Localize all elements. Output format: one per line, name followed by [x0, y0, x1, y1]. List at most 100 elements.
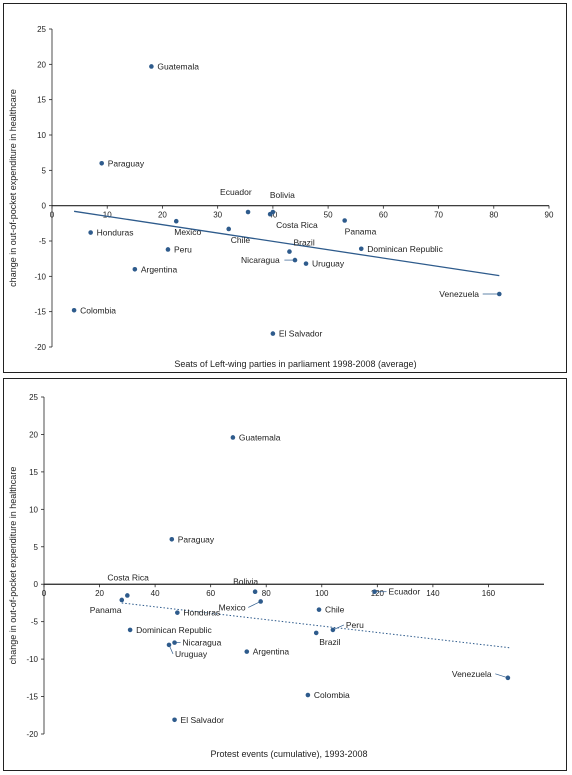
y-tick-label: 10 — [37, 131, 46, 140]
data-point-label: Honduras — [183, 608, 220, 618]
data-point — [505, 675, 511, 681]
data-point-label: Colombia — [80, 305, 116, 315]
x-tick-label: 10 — [103, 211, 112, 220]
y-tick-label: 20 — [29, 430, 38, 439]
data-point — [252, 589, 258, 595]
data-point-label: Guatemala — [239, 432, 281, 442]
x-tick-label: 40 — [151, 589, 160, 598]
data-point-label: Bolivia — [233, 577, 258, 587]
data-point-label: Mexico — [219, 602, 246, 612]
y-tick-label: -10 — [34, 272, 46, 281]
data-point — [245, 209, 251, 215]
y-tick-label: 15 — [29, 468, 38, 477]
y-tick-label: 5 — [42, 166, 47, 175]
data-point — [313, 630, 319, 636]
x-tick-label: 50 — [324, 211, 333, 220]
data-point-label: Paraguay — [178, 534, 215, 544]
y-tick-label: 25 — [29, 393, 38, 402]
data-point-label: Panama — [90, 605, 122, 615]
data-point — [316, 607, 322, 612]
data-point — [258, 599, 263, 604]
data-point-label: Uruguay — [312, 259, 345, 269]
y-axis-title: change in out-of-pocket expenditure in h… — [8, 467, 18, 665]
chart-panel-protests: 25 20 15 10 5 0 -5 -10 -15 -20 0 20 40 60 80 100 120 140 1… — [3, 378, 567, 771]
trendline — [73, 210, 500, 277]
y-tick-label: 0 — [34, 580, 39, 589]
data-point — [165, 247, 171, 252]
x-tick-label: 140 — [426, 589, 440, 598]
data-point-label: El Salvador — [181, 715, 225, 725]
data-point — [342, 218, 347, 223]
data-point — [270, 331, 276, 336]
data-point — [287, 249, 292, 254]
data-point — [173, 218, 179, 224]
data-point — [303, 261, 309, 266]
y-tick-label: -15 — [26, 693, 38, 702]
x-tick-label: 40 — [268, 211, 277, 220]
data-point — [358, 246, 364, 252]
x-tick-label: 80 — [262, 589, 271, 598]
x-axis-title: Protest events (cumulative), 1993-2008 — [210, 749, 367, 759]
data-point — [244, 649, 250, 654]
data-point — [226, 226, 232, 232]
trendline — [121, 602, 511, 649]
y-tick-label: 0 — [42, 202, 47, 211]
x-tick-label: 120 — [371, 589, 385, 598]
data-point — [305, 692, 311, 698]
data-point-label: Uruguay — [175, 649, 208, 659]
x-tick-label: 160 — [482, 589, 496, 598]
data-point — [172, 640, 177, 645]
data-point-label: Dominican Republic — [367, 244, 443, 254]
y-tick-label: -20 — [26, 730, 38, 739]
y-tick-label: 25 — [37, 25, 46, 34]
scatter-chart-protests: 25 20 15 10 5 0 -5 -10 -15 -20 0 20 40 60 80 100 120 140 1… — [8, 393, 544, 759]
y-tick-label: 5 — [34, 543, 39, 552]
y-axis-title: change in out-of-pocket expenditure in h… — [8, 89, 18, 287]
data-point-label: Costa Rica — [276, 220, 318, 230]
data-point — [149, 64, 154, 69]
y-tick-label: -5 — [31, 618, 39, 627]
x-tick-label: 0 — [42, 589, 47, 598]
x-tick-label: 0 — [50, 211, 55, 220]
y-tick-label: 20 — [37, 60, 46, 69]
data-point-label: Panama — [345, 227, 377, 237]
data-point — [71, 307, 77, 313]
data-point — [175, 610, 180, 615]
x-tick-label: 20 — [95, 589, 104, 598]
data-point — [372, 589, 377, 595]
data-point-label: Venezuela — [439, 289, 479, 299]
x-tick-label: 90 — [545, 211, 554, 220]
data-point-label: Dominican Republic — [136, 625, 212, 635]
x-tick-label: 70 — [434, 211, 443, 220]
x-tick-label: 20 — [158, 211, 167, 220]
data-point-label: Argentina — [141, 264, 178, 274]
data-point-label: Mexico — [174, 227, 201, 237]
data-point-label: Brazil — [293, 238, 314, 248]
data-point — [99, 160, 104, 166]
data-point — [125, 593, 130, 598]
data-point — [230, 435, 236, 440]
data-point-label: Chile — [231, 235, 251, 245]
data-point — [172, 717, 177, 723]
data-point — [119, 597, 125, 603]
data-point — [127, 627, 133, 633]
data-point-label: Peru — [174, 244, 192, 254]
x-tick-label: 100 — [315, 589, 329, 598]
data-point — [132, 266, 138, 272]
data-point-label: Costa Rica — [107, 572, 149, 582]
data-point — [88, 230, 93, 235]
x-tick-label: 30 — [213, 211, 222, 220]
chart-panel-seats: 25 20 15 10 5 0 -5 -10 -15 -20 0 10 20 30 40 50 60 70 80 90… — [3, 3, 567, 373]
y-tick-label: -10 — [26, 655, 38, 664]
data-point-label: Ecuador — [220, 187, 252, 197]
data-point-label: Peru — [346, 620, 364, 630]
data-point-label: Honduras — [97, 228, 134, 238]
data-point — [330, 627, 336, 633]
data-point-label: Nicaragua — [241, 255, 280, 265]
data-point-label: Guatemala — [157, 61, 199, 71]
y-tick-label: 10 — [29, 505, 38, 514]
y-tick-label: -20 — [34, 343, 46, 352]
x-axis-title: Seats of Left-wing parties in parliament… — [174, 359, 416, 369]
data-point — [292, 257, 298, 263]
